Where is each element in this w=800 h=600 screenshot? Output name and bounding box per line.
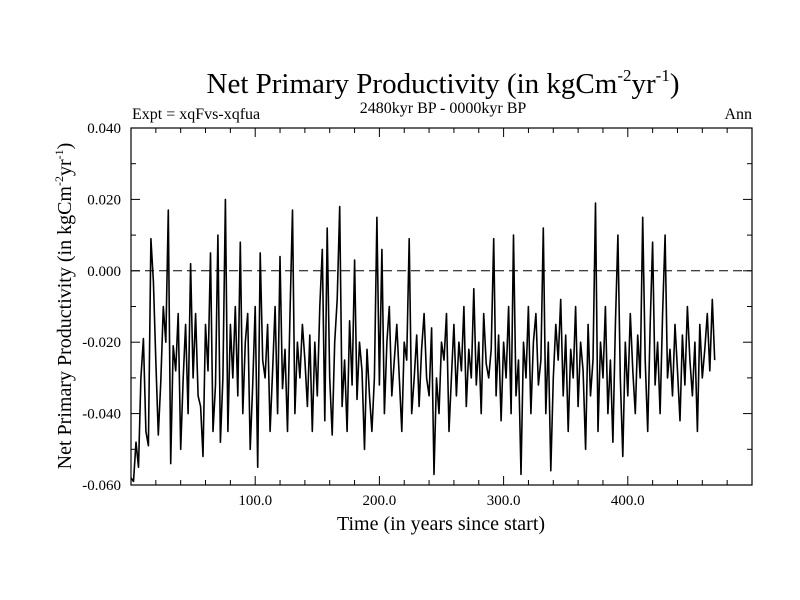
experiment-label: Expt = xqFvs-xqfua <box>132 106 260 123</box>
y-axis-label-end: ) <box>54 143 76 150</box>
y-axis-label: Net Primary Productivity (in kgCm-2yr-1) <box>52 143 76 470</box>
chart-title-sup1: -2 <box>617 66 631 85</box>
x-tick-label: 300.0 <box>487 493 521 509</box>
y-axis-label-sup1: -2 <box>52 176 66 186</box>
y-tick-label: -0.020 <box>82 335 121 351</box>
x-tick-label: 200.0 <box>363 493 397 509</box>
y-axis-label-mid: yr <box>54 159 76 176</box>
npp-series-line <box>130 198 716 483</box>
chart-subtitle: 2480kyr BP - 0000kyr BP <box>360 100 527 117</box>
x-axis-label: Time (in years since start) <box>337 513 545 535</box>
chart-title: Net Primary Productivity (in kgCm-2yr-1) <box>207 66 680 100</box>
chart-title-end: ) <box>670 68 680 100</box>
y-tick-label: -0.060 <box>82 478 121 494</box>
chart-title-mid: yr <box>631 68 656 100</box>
y-axis-label-sup2: -1 <box>52 149 66 159</box>
x-tick-label: 100.0 <box>238 493 272 509</box>
chart-title-sup2: -1 <box>656 66 670 85</box>
y-tick-labels: -0.060 -0.040 -0.020 0.000 0.020 0.040 <box>82 121 121 494</box>
y-tick-label: -0.040 <box>82 407 121 423</box>
x-tick-labels: 100.0 200.0 300.0 400.0 <box>238 493 644 509</box>
y-tick-label: 0.000 <box>87 264 121 280</box>
chart-title-main: Net Primary Productivity (in kgCm <box>207 68 618 100</box>
y-tick-label: 0.020 <box>87 192 121 208</box>
y-axis-label-main: Net Primary Productivity (in kgCm <box>54 186 76 470</box>
x-tick-label: 400.0 <box>611 493 645 509</box>
plot-frame <box>130 127 753 486</box>
plot-area: 100.0 200.0 300.0 400.0 -0.060 -0.040 -0.020 0… <box>82 121 753 509</box>
season-label: Ann <box>724 106 752 123</box>
y-tick-label: 0.040 <box>87 121 121 137</box>
